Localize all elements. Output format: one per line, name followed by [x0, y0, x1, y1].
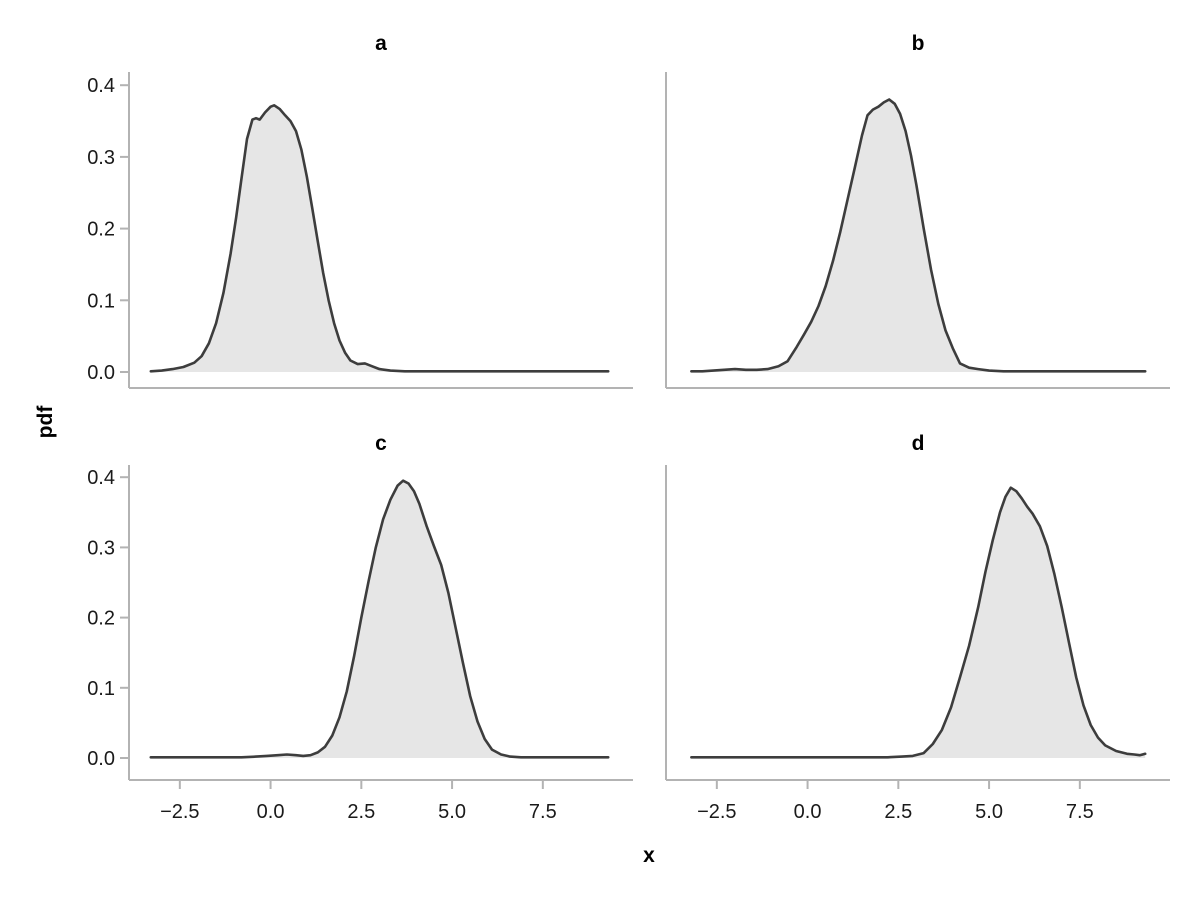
y-tick-label: 0.4 [87, 75, 115, 97]
density-curve-c [149, 479, 610, 759]
density-curve-b [690, 98, 1147, 373]
x-tick-label: 5.0 [438, 801, 466, 823]
panel-b-title: b [911, 32, 925, 55]
density-curve-d [690, 486, 1147, 759]
x-tick-label: 2.5 [347, 801, 375, 823]
panel-c: 0.0 0.1 0.2 0.3 0.4 −2.5 0.0 2.5 5.0 7.5 [87, 465, 633, 823]
x-tick-label: 7.5 [1066, 801, 1094, 823]
x-tick-label: 0.0 [257, 801, 285, 823]
density-area-b [691, 99, 1146, 372]
x-axis-label: x [643, 844, 655, 867]
y-tick-label: 0.1 [87, 678, 115, 700]
panel-a-title: a [375, 32, 387, 55]
y-axis-label: pdf [34, 405, 57, 439]
density-area-d [691, 487, 1146, 758]
panel-a: 0.0 0.1 0.2 0.3 0.4 [87, 72, 633, 389]
x-tick-label: 2.5 [884, 801, 912, 823]
density-area-c [150, 480, 609, 758]
x-tick-label: 0.0 [794, 801, 822, 823]
y-tick-label: 0.2 [87, 219, 115, 241]
x-tick-label: −2.5 [160, 801, 199, 823]
density-curve-a [149, 104, 610, 373]
y-tick-label: 0.3 [87, 147, 115, 169]
panel-d: −2.5 0.0 2.5 5.0 7.5 [665, 465, 1170, 823]
x-tick-label: −2.5 [697, 801, 736, 823]
panel-d-title: d [911, 432, 925, 455]
density-area-a [150, 105, 609, 373]
panel-b [665, 72, 1170, 389]
x-tick-label: 5.0 [975, 801, 1003, 823]
y-tick-label: 0.0 [87, 748, 115, 770]
y-tick-label: 0.3 [87, 537, 115, 559]
panel-c-title: c [375, 432, 387, 455]
y-tick-label: 0.0 [87, 362, 115, 384]
x-tick-label: 7.5 [529, 801, 557, 823]
y-tick-label: 0.4 [87, 467, 115, 489]
y-tick-label: 0.1 [87, 290, 115, 312]
y-tick-label: 0.2 [87, 608, 115, 630]
